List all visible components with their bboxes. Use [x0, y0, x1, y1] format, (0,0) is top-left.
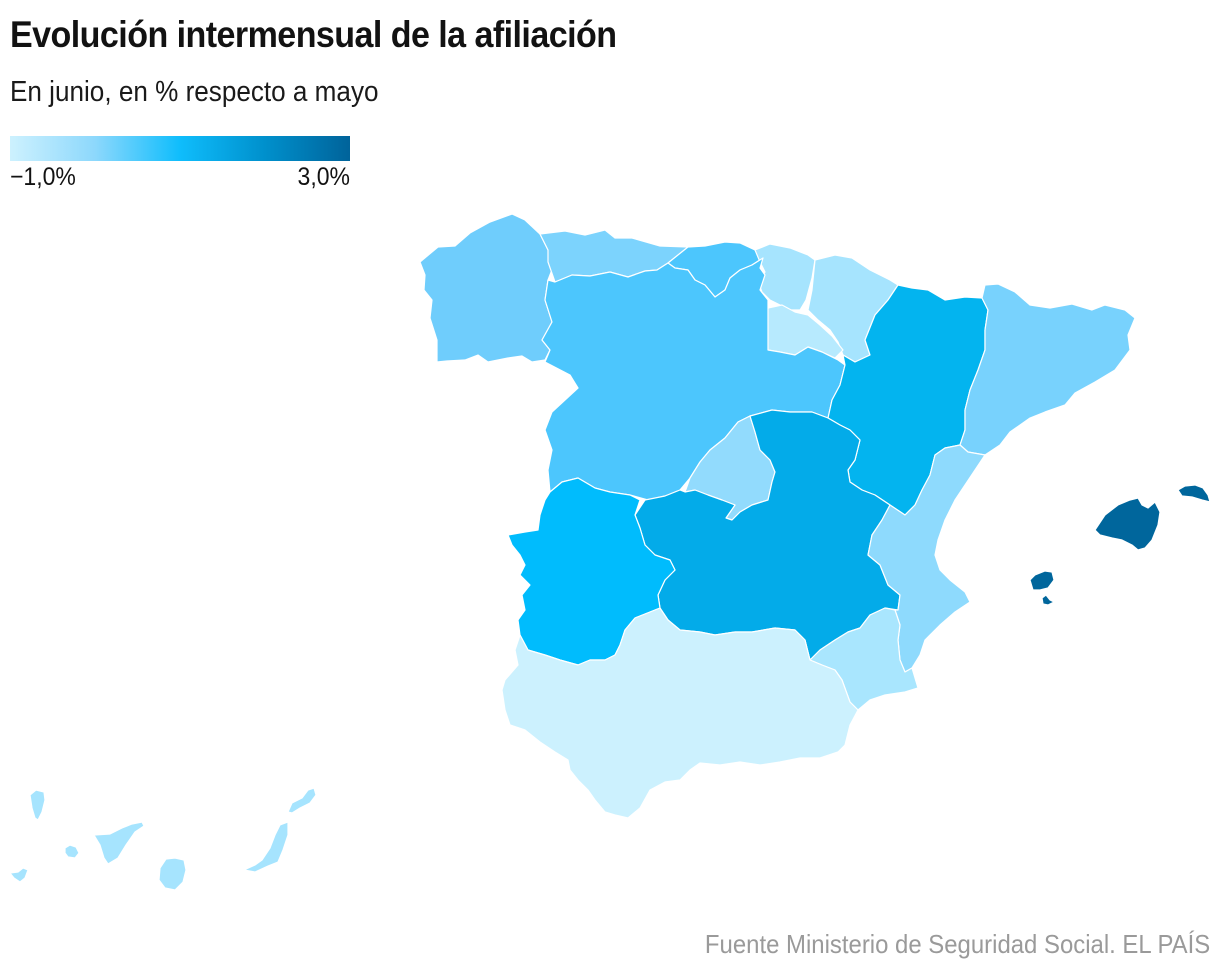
source-credit: Fuente Ministerio de Seguridad Social. E…: [704, 929, 1210, 959]
region-canarias-fuerteventura[interactable]: Canarias: [243, 821, 289, 873]
region-canarias-tenerife[interactable]: Canarias: [93, 821, 145, 865]
region-canarias-gran-canaria[interactable]: Canarias: [158, 857, 187, 891]
region-canarias-el-hierro[interactable]: Canarias: [9, 867, 29, 883]
region-canarias-la-palma[interactable]: Canarias: [29, 789, 46, 821]
chart-title: Evolución intermensual de la afiliación: [10, 14, 617, 55]
region-baleares-menorca[interactable]: Islas Baleares: [1177, 484, 1211, 503]
region-canarias-lanzarote[interactable]: Canarias: [287, 787, 317, 814]
region-baleares-formentera[interactable]: Islas Baleares: [1041, 594, 1055, 606]
legend-min-label: −1,0%: [10, 163, 76, 191]
region-galicia[interactable]: Galicia: [419, 213, 556, 363]
chart-subtitle: En junio, en % respecto a mayo: [10, 76, 379, 108]
region-cataluna[interactable]: Cataluña: [959, 283, 1136, 456]
region-andalucia[interactable]: Andalucía: [501, 607, 859, 819]
color-scale-legend: [10, 136, 350, 161]
legend-max-label: 3,0%: [297, 163, 350, 191]
region-baleares-mallorca[interactable]: Islas Baleares: [1094, 497, 1161, 551]
region-canarias-la-gomera[interactable]: Canarias: [64, 844, 80, 859]
region-baleares-ibiza[interactable]: Islas Baleares: [1029, 570, 1055, 591]
